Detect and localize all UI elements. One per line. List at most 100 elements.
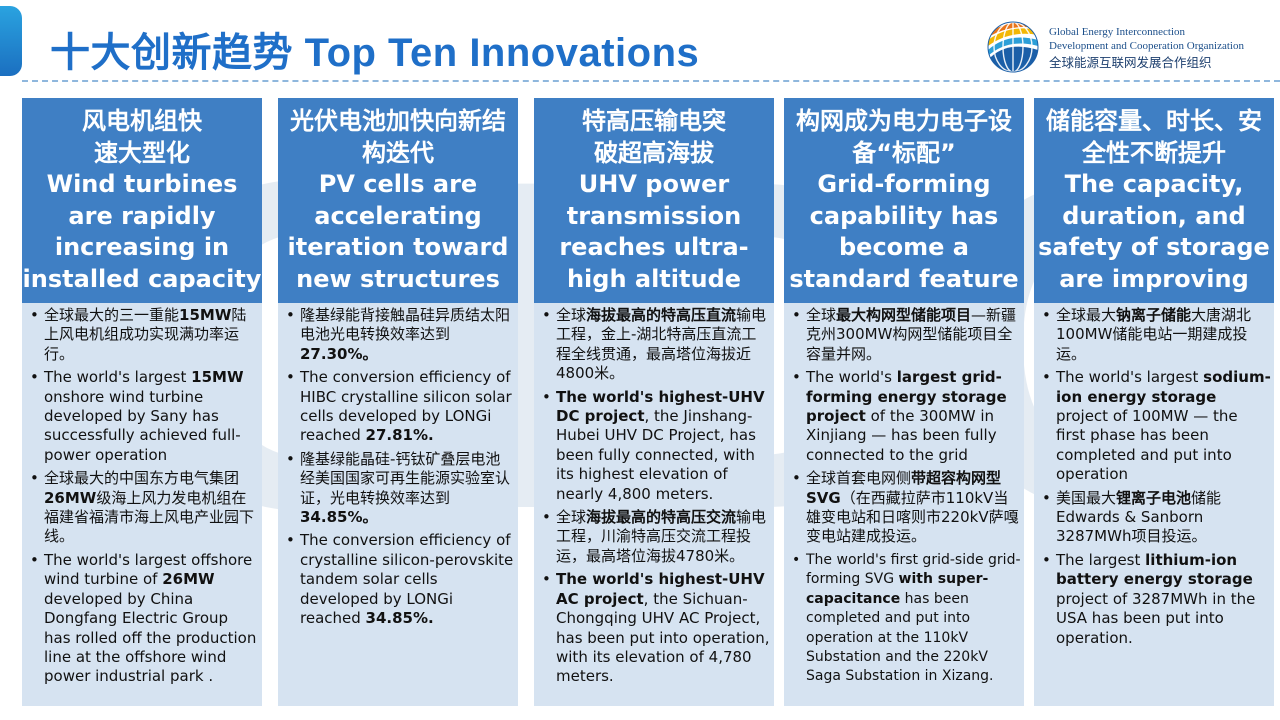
bullet-text: The conversion efficiency of crystalline…: [300, 531, 514, 628]
bullet-item: The conversion efficiency of HIBC crysta…: [284, 368, 515, 446]
bullet-emphasis: 34.85%。: [300, 508, 378, 527]
bullet-emphasis: 钠离子储能: [1116, 306, 1192, 324]
column-heading-en: PV cells are accelerating iteration towa…: [287, 170, 509, 293]
org-name-en-line1: Global Energy Interconnection: [1049, 26, 1186, 38]
column-body: 全球最大的三一重能15MW陆上风电机组成功实现满功率运行。The world's…: [22, 303, 262, 706]
bullet-text: 级海上风力发电机组在福建省福清市海上风电产业园下线。: [44, 488, 255, 546]
bullet-item: The world's largest 15MW onshore wind tu…: [28, 368, 259, 465]
bullet-text: 输电工程，川渝特高压交流工程投运，最高塔位海拔4780米。: [556, 508, 767, 565]
column-header: 光伏电池加快向新结构迭代 PV cells are accelerating i…: [278, 98, 518, 303]
bullet-emphasis: 27.81%.: [365, 426, 434, 445]
bullet-text: , the Sichuan-Chongqing UHV AC Project, …: [556, 589, 770, 686]
bullet-emphasis: sodium-ion energy storage: [1056, 368, 1271, 406]
column-heading-en: Wind turbines are rapidly increasing in …: [22, 170, 262, 293]
bullet-item: The world's largest grid-forming energy …: [790, 368, 1021, 465]
left-accent-tab: [0, 6, 22, 76]
column-header: 特高压输电突破超高海拔 UHV power transmission reach…: [534, 98, 774, 303]
column-heading-cn: 构网成为电力电子设备“标配”: [796, 107, 1012, 167]
bullet-text: —新疆克州300MW构网型储能项目全容量并网。: [806, 306, 1017, 363]
globe-logo-icon: [987, 21, 1039, 73]
bullet-text: project of 3287MWh in the USA has been p…: [1056, 589, 1256, 647]
bullet-text: project of 100MW — the first phase has b…: [1056, 407, 1238, 484]
bullet-text: 隆基绿能背接触晶硅异质结太阳电池光电转换效率达到: [300, 306, 511, 344]
org-name-en-line2: Development and Cooperation Organization: [1049, 40, 1244, 52]
bullet-text: The conversion efficiency of HIBC crysta…: [300, 368, 512, 445]
column-body: 隆基绿能背接触晶硅异质结太阳电池光电转换效率达到27.30%。The conve…: [278, 303, 518, 706]
bullet-text: The world's first grid-side grid-forming…: [806, 551, 1021, 588]
bullet-item: The world's first grid-side grid-forming…: [790, 551, 1021, 687]
column-heading-cn: 光伏电池加快向新结构迭代: [290, 107, 506, 167]
column-header: 风电机组快速大型化 Wind turbines are rapidly incr…: [22, 98, 262, 303]
bullet-text: The world's largest offshore wind turbin…: [44, 550, 253, 589]
bullet-emphasis: lithium-ion battery energy storage: [1056, 550, 1253, 589]
bullet-text: The world's largest: [44, 368, 192, 387]
bullet-emphasis: 锂离子电池: [1116, 488, 1192, 507]
column-body: 全球最大构网型储能项目—新疆克州300MW构网型储能项目全容量并网。The wo…: [784, 303, 1024, 706]
column-pv: 光伏电池加快向新结构迭代 PV cells are accelerating i…: [278, 98, 518, 706]
bullet-emphasis: 最大构网型储能项目: [836, 306, 972, 324]
bullet-item: 全球最大的三一重能15MW陆上风电机组成功实现满功率运行。: [28, 306, 259, 364]
column-header: 储能容量、时长、安全性不断提升 The capacity, duration, …: [1034, 98, 1274, 303]
bullet-text: , the Jinshang-Hubei UHV DC Project, has…: [556, 407, 756, 503]
bullet-text: 全球最大: [1056, 306, 1117, 324]
bullet-item: The conversion efficiency of crystalline…: [284, 531, 515, 628]
bullet-item: 隆基绿能晶硅-钙钛矿叠层电池经美国国家可再生能源实验室认证，光电转换效率达到34…: [284, 450, 515, 528]
column-uhv: 特高压输电突破超高海拔 UHV power transmission reach…: [534, 98, 774, 706]
bullet-text: The world's: [806, 368, 897, 387]
organization-name: Global Energy Interconnection Developmen…: [1049, 25, 1244, 70]
bullet-item: The world's highest-UHV AC project, the …: [540, 570, 771, 686]
slide-title: 十大创新趋势 Top Ten Innovations: [50, 31, 700, 75]
bullet-emphasis: 26MW: [162, 570, 215, 589]
bullet-item: 全球首套电网侧带超容构网型SVG（在西藏拉萨市110kV当雄变电站和日喀则市22…: [790, 469, 1021, 547]
bullet-emphasis: largest grid-forming energy storage proj…: [806, 368, 1007, 426]
bullet-text: 隆基绿能晶硅-钙钛矿叠层电池经美国国家可再生能源实验室认证，光电转换效率达到: [300, 449, 511, 507]
bullet-emphasis: 26MW: [44, 488, 97, 507]
bullet-text: The largest: [1056, 550, 1146, 569]
column-grid-forming: 构网成为电力电子设备“标配” Grid-forming capability h…: [784, 98, 1024, 706]
bullet-text: developed by China Dongfang Electric Gro…: [44, 589, 257, 686]
bullet-emphasis: The world's highest-UHV DC project: [556, 387, 765, 426]
bullet-text: has been completed and put into operatio…: [806, 590, 994, 685]
bullet-emphasis: 15MW: [179, 306, 232, 324]
bullet-text: 全球: [556, 508, 587, 527]
org-name-cn: 全球能源互联网发展合作组织: [1049, 55, 1212, 70]
bullet-item: The world's highest-UHV DC project, the …: [540, 388, 771, 504]
column-wind: 风电机组快速大型化 Wind turbines are rapidly incr…: [22, 98, 262, 706]
bullet-text: onshore wind turbine developed by Sany h…: [44, 387, 241, 464]
bullet-text: 大唐湖北100MW储能电站一期建成投运。: [1056, 306, 1252, 363]
column-header: 构网成为电力电子设备“标配” Grid-forming capability h…: [784, 98, 1024, 303]
bullet-text: 输电工程，金上-湖北特高压直流工程全线贯通，最高塔位海拔近4800米。: [556, 306, 767, 383]
bullet-item: 全球海拔最高的特高压交流输电工程，川渝特高压交流工程投运，最高塔位海拔4780米…: [540, 508, 771, 566]
bullet-text: of the 300MW in Xinjiang — has been full…: [806, 407, 997, 464]
bullet-text: （在西藏拉萨市110kV当雄变电站和日喀则市220kV萨嘎变电站建成投运。: [806, 488, 1019, 546]
bullet-text: 全球首套电网侧: [806, 469, 912, 488]
bullet-emphasis: 海拔最高的特高压直流: [586, 306, 737, 324]
bullet-item: The world's largest offshore wind turbin…: [28, 551, 259, 687]
bullet-text: 储能Edwards & Sanborn 3287MWh项目投运。: [1056, 488, 1222, 546]
bullet-text: 全球: [556, 306, 587, 324]
bullet-emphasis: with super-capacitance: [806, 571, 989, 607]
bullet-text: 全球最大的中国东方电气集团: [44, 469, 240, 488]
bullet-text: 全球最大的三一重能: [44, 306, 180, 324]
bullet-emphasis: 海拔最高的特高压交流: [586, 508, 737, 527]
column-heading-en: UHV power transmission reaches ultra-hig…: [559, 170, 749, 293]
column-storage: 储能容量、时长、安全性不断提升 The capacity, duration, …: [1034, 98, 1274, 706]
column-heading-en: Grid-forming capability has become a sta…: [789, 170, 1019, 293]
column-heading-en: The capacity, duration, and safety of st…: [1038, 170, 1270, 293]
column-heading-cn: 风电机组快速大型化: [82, 107, 202, 167]
bullet-text: 美国最大: [1056, 488, 1117, 507]
bullet-text: 全球: [806, 306, 837, 324]
bullet-text: The world's largest: [1056, 368, 1204, 387]
bullet-emphasis: 27.30%。: [300, 344, 378, 363]
column-body: 全球海拔最高的特高压直流输电工程，金上-湖北特高压直流工程全线贯通，最高塔位海拔…: [534, 303, 774, 706]
bullet-item: The world's largest sodium-ion energy st…: [1040, 368, 1271, 484]
bullet-item: 隆基绿能背接触晶硅异质结太阳电池光电转换效率达到27.30%。: [284, 306, 515, 364]
bullet-item: 全球最大构网型储能项目—新疆克州300MW构网型储能项目全容量并网。: [790, 306, 1021, 364]
bullet-item: 全球海拔最高的特高压直流输电工程，金上-湖北特高压直流工程全线贯通，最高塔位海拔…: [540, 306, 771, 384]
bullet-item: 美国最大锂离子电池储能Edwards & Sanborn 3287MWh项目投运…: [1040, 489, 1271, 547]
bullet-item: The largest lithium-ion battery energy s…: [1040, 551, 1271, 648]
column-heading-cn: 特高压输电突破超高海拔: [582, 107, 726, 167]
bullet-emphasis: 34.85%.: [365, 609, 434, 628]
bullet-emphasis: 15MW: [191, 368, 244, 387]
bullet-text: 陆上风电机组成功实现满功率运行。: [44, 306, 247, 363]
